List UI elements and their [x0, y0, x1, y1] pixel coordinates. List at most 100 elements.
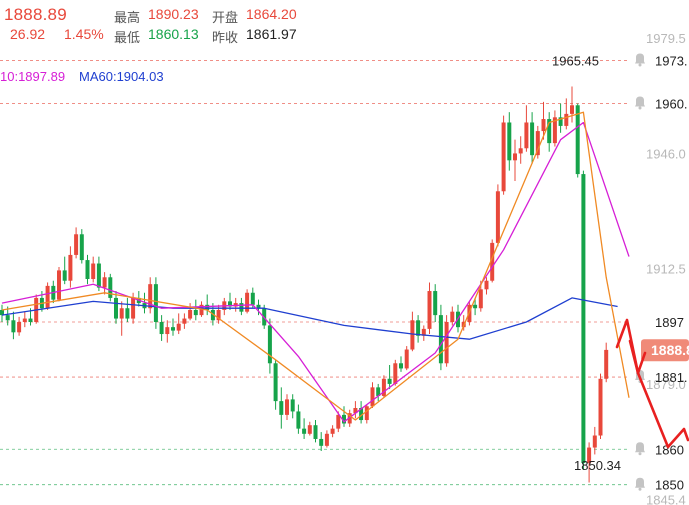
candle-body: [541, 119, 546, 132]
candle-body: [199, 304, 204, 316]
candle-body: [45, 285, 50, 309]
candle-body: [102, 277, 107, 288]
y-axis-tick-label: 1912.5: [646, 262, 686, 277]
candle-body: [570, 105, 574, 114]
candle-body: [313, 425, 318, 439]
candle-body: [490, 242, 495, 281]
last-price: 1888.89: [4, 5, 67, 24]
candle-body: [501, 122, 506, 192]
candle-body: [57, 270, 61, 300]
bell-icon: [635, 477, 645, 491]
prev-close-label: 昨收: [212, 30, 239, 45]
candle-body: [587, 447, 592, 464]
alert-line-value: 1897: [655, 315, 684, 330]
candle-body: [604, 349, 609, 379]
annotation-arrow: [636, 371, 689, 449]
candle-body: [530, 122, 535, 156]
candle-body: [438, 315, 443, 364]
candle-body: [91, 263, 96, 279]
open-value: 1864.20: [246, 6, 297, 22]
y-axis-tick-label: 1946.0: [646, 146, 686, 161]
candle-body: [171, 327, 175, 331]
candle-body: [347, 413, 352, 424]
candle-body: [193, 309, 198, 316]
candle-body: [353, 408, 358, 414]
candle-body: [85, 260, 90, 279]
y-axis-tick-label: 1879.0: [646, 377, 686, 392]
candle-body: [228, 301, 232, 307]
candle-body: [598, 378, 603, 436]
candle-body: [290, 399, 295, 412]
candle-body: [381, 378, 386, 396]
candle-body: [421, 328, 426, 336]
alert-line-value: 1850: [655, 478, 684, 493]
candle-body: [564, 113, 569, 126]
candle-body: [114, 297, 118, 319]
y-axis-tick-label: 1979.5: [646, 31, 686, 46]
candle-body: [416, 320, 421, 336]
candle-body: [96, 263, 101, 288]
open-label: 开盘: [212, 10, 239, 25]
candle-body: [507, 122, 512, 161]
candle-body: [478, 289, 483, 309]
candle-body: [239, 303, 244, 312]
candle-body: [165, 327, 170, 335]
candle-body: [450, 311, 455, 322]
low-label: 最低: [114, 30, 141, 45]
candle-body: [159, 322, 164, 335]
candle-body: [267, 325, 272, 364]
candle-body: [273, 363, 278, 402]
candle-body: [279, 401, 284, 415]
candle-body: [324, 433, 329, 446]
candle-body: [575, 105, 580, 175]
candle-body: [359, 408, 364, 421]
current-price-tag: [641, 339, 689, 362]
candle-body: [205, 304, 210, 310]
candle-body: [296, 411, 301, 429]
price-change-percent: 1.45%: [64, 26, 104, 42]
candle-body: [62, 270, 67, 281]
candle-body: [376, 387, 381, 396]
candle-body: [513, 153, 517, 161]
candle-body: [558, 117, 563, 126]
candle-body: [68, 254, 73, 281]
candle-body: [210, 309, 215, 321]
ma-fast-line: [1, 111, 630, 421]
candle-body: [410, 320, 415, 350]
candle-body: [17, 322, 22, 333]
candle-body: [22, 318, 27, 322]
alert-line-value: 1881.: [655, 370, 688, 385]
bell-icon: [635, 53, 645, 67]
candle-body: [119, 308, 124, 319]
candle-body: [393, 363, 398, 384]
candle-body: [404, 349, 409, 369]
candle-body: [330, 428, 335, 434]
candle-body: [182, 318, 187, 324]
candle-body: [302, 428, 307, 434]
current-price-tag-text: 1888.8: [651, 342, 689, 358]
candle-body: [524, 122, 529, 149]
candle-body: [250, 292, 255, 305]
candle-body: [387, 378, 392, 384]
prev-close-value: 1861.97: [246, 26, 297, 42]
candle-body: [547, 119, 552, 144]
candle-body: [370, 387, 375, 407]
candle-body: [518, 148, 523, 154]
candle-body: [336, 414, 341, 429]
candle-body: [176, 323, 181, 331]
candle-body: [11, 320, 16, 333]
candle-body: [256, 304, 261, 309]
candle-body: [484, 280, 489, 290]
ma60-line: [1, 297, 618, 340]
alert-line-value: 1860: [655, 442, 684, 457]
candle-body: [285, 399, 289, 415]
candle-body: [148, 284, 153, 309]
candle-body: [131, 297, 136, 319]
candle-body: [473, 304, 478, 309]
bell-icon: [635, 442, 645, 456]
ma-magenta-line: [1, 121, 630, 423]
candle-body: [79, 234, 84, 261]
high-value: 1890.23: [148, 6, 199, 22]
candle-body: [552, 117, 557, 144]
